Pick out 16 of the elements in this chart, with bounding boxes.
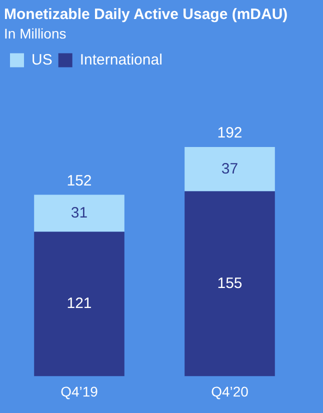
x-tick-label: Q4’19 <box>60 383 98 400</box>
bar <box>34 232 124 376</box>
legend-label: International <box>80 51 162 68</box>
data-label: 37 <box>221 160 238 178</box>
chart-subtitle: In Millions <box>4 25 66 42</box>
bar <box>184 191 275 376</box>
data-label: 121 <box>66 295 92 312</box>
legend-label: US <box>32 51 52 68</box>
bar <box>184 147 275 192</box>
chart-title: Monetizable Daily Active Usage (mDAU) <box>4 6 288 24</box>
data-label: 31 <box>70 204 88 222</box>
data-label: 155 <box>217 274 242 292</box>
total-label: 152 <box>66 172 92 190</box>
x-tick-label: Q4’20 <box>211 383 249 400</box>
bar <box>34 194 124 232</box>
total-label: 192 <box>217 124 242 142</box>
